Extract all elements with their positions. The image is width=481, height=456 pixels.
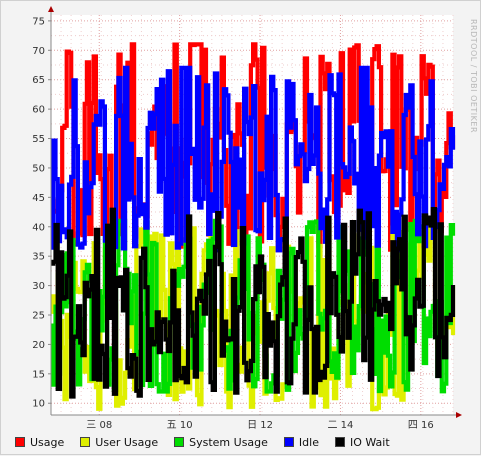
y-tick-label: 60 [32, 105, 45, 116]
legend-label: User Usage [95, 435, 159, 449]
legend-swatch [283, 437, 294, 447]
y-tick-label: 25 [32, 311, 45, 322]
legend-label: Usage [30, 435, 65, 449]
y-tick-label: 75 [32, 16, 45, 27]
legend-item-io-wait: IO Wait [334, 435, 390, 449]
y-tick-label: 20 [32, 340, 45, 351]
y-axis-arrow [48, 6, 54, 12]
legend-item-user-usage: User Usage [80, 436, 158, 449]
y-tick-label: 55 [32, 134, 45, 145]
axes [48, 6, 462, 418]
legend-swatch [80, 437, 91, 447]
y-tick-label: 65 [32, 75, 45, 86]
x-tick-label: 四 16 [408, 420, 434, 431]
legend-label: IO Wait [349, 435, 390, 449]
series-layer [51, 42, 456, 412]
series-line-io-wait [51, 207, 456, 399]
x-tick-labels: 三 08 五 10 日 12 二 14 四 16 [86, 420, 434, 431]
y-tick-label: 50 [32, 163, 45, 174]
x-axis-arrow [456, 412, 462, 418]
x-tick-label: 日 12 [247, 420, 273, 431]
y-tick-label: 70 [32, 46, 45, 57]
legend-swatch [15, 437, 25, 447]
rrdtool-watermark: RRDTOOL / TOBI OETIKER [469, 19, 478, 133]
legend-label: Idle [298, 435, 319, 449]
y-tick-labels: 10 15 20 25 30 35 40 45 50 55 60 65 70 75 [32, 16, 45, 409]
legend-swatch [334, 437, 345, 447]
y-tick-label: 10 [32, 399, 45, 410]
y-tick-label: 45 [32, 193, 45, 204]
y-tick-label: 35 [32, 252, 45, 263]
x-tick-label: 五 10 [167, 420, 193, 431]
x-tick-label: 二 14 [327, 420, 353, 431]
x-tick-label: 三 08 [86, 420, 112, 431]
series-line-idle [51, 65, 456, 253]
y-tick-label: 40 [32, 222, 45, 233]
legend-swatch [174, 437, 185, 447]
legend-item-usage: Usage [15, 436, 64, 449]
legend-item-system-usage: System Usage [174, 436, 268, 449]
y-tick-label: 30 [32, 281, 45, 292]
legend: Usage User Usage System Usage Idle IO Wait [15, 434, 475, 450]
legend-label: System Usage [189, 435, 268, 449]
legend-item-idle: Idle [283, 435, 319, 449]
y-tick-label: 15 [32, 369, 45, 380]
series-line-system-usage [51, 218, 456, 394]
series-line-user-usage [51, 224, 456, 412]
